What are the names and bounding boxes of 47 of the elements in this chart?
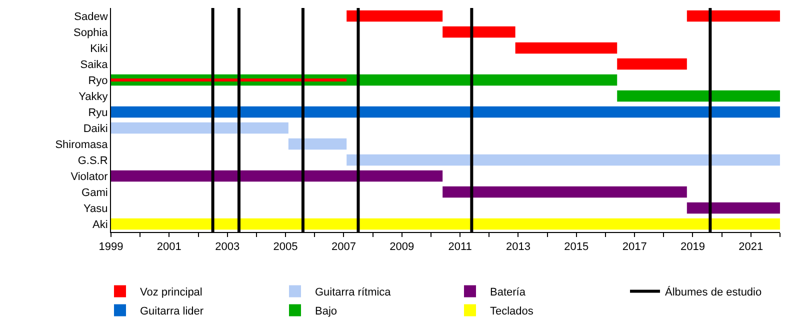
- legend-label: Voz principal: [140, 286, 202, 299]
- legend-label: Álbumes de estudio: [665, 286, 762, 299]
- x-tick-label: 2015: [564, 241, 589, 254]
- y-tick-label: Aki: [92, 218, 108, 231]
- x-tick-label: 2005: [273, 241, 298, 254]
- y-tick-label: Yasu: [84, 202, 108, 215]
- y-tick-label: Sophia: [74, 26, 109, 39]
- y-tick-label: Saika: [80, 58, 109, 71]
- y-tick-label: Gami: [82, 186, 108, 199]
- legend-label: Guitarra rítmica: [315, 286, 392, 299]
- bar: [288, 138, 347, 150]
- bar: [346, 154, 780, 166]
- y-tick-label: Ryo: [88, 74, 108, 87]
- bar: [111, 122, 288, 134]
- y-tick-label: Yakky: [78, 90, 108, 103]
- legend-label: Bajo: [315, 306, 338, 318]
- x-tick-label: 2011: [448, 241, 472, 254]
- x-tick-label: 2003: [215, 241, 240, 254]
- x-tick-label: 2019: [680, 241, 705, 254]
- legend-label: Teclados: [490, 306, 534, 318]
- bar: [111, 218, 780, 230]
- bar: [442, 186, 687, 198]
- x-tick-label: 2013: [506, 241, 530, 254]
- bar: [617, 58, 687, 70]
- bar: [617, 90, 780, 102]
- bar: [686, 202, 780, 214]
- x-tick-label: 2021: [738, 241, 764, 254]
- bar: [111, 170, 443, 182]
- bar: [442, 26, 516, 38]
- bar: [515, 42, 618, 54]
- y-tick-label: Kiki: [90, 42, 108, 55]
- x-tick-label: 2007: [331, 241, 356, 254]
- bar: [111, 106, 780, 118]
- legend-label: Batería: [490, 286, 526, 299]
- bar: [346, 10, 443, 22]
- x-tick-label: 1999: [98, 241, 124, 254]
- x-tick-label: 2009: [390, 241, 414, 254]
- y-tick-label: Daiki: [83, 122, 108, 135]
- y-tick-label: Violator: [70, 170, 108, 183]
- x-tick-label: 2001: [156, 241, 182, 254]
- y-tick-label: Ryu: [88, 106, 108, 119]
- legend-label: Guitarra lider: [140, 306, 204, 318]
- y-tick-label: Sadew: [74, 10, 108, 23]
- y-tick-label: Shiromasa: [55, 138, 109, 151]
- bar: [686, 10, 780, 22]
- y-tick-label: G.S.R: [78, 154, 108, 167]
- x-tick-label: 2017: [622, 241, 647, 254]
